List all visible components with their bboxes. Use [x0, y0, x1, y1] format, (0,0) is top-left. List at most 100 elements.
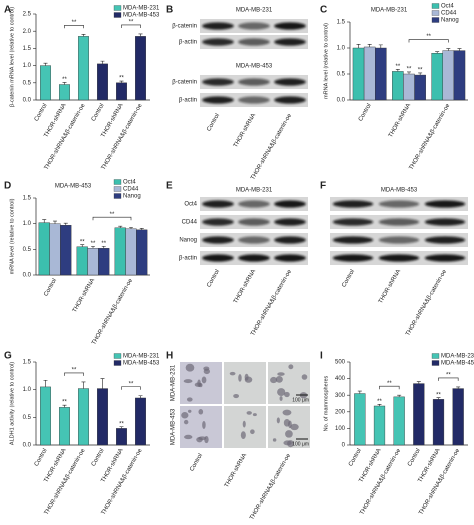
- panel-label: G: [4, 351, 12, 362]
- y-tick-label: 2.0: [23, 29, 32, 35]
- mammosphere: [238, 374, 242, 382]
- chart-title: MDA-MB-453: [55, 184, 92, 190]
- blot-title: MDA-MB-231: [236, 188, 273, 194]
- error-bar: [42, 219, 47, 223]
- lane-label: THOR-shRNA: [378, 269, 402, 305]
- legend-label: MDA-MB-231: [441, 354, 474, 360]
- blot-row-label: Oct4: [184, 202, 197, 208]
- x-tick-label: Control: [91, 448, 106, 468]
- mammosphere: [181, 412, 189, 419]
- legend-swatch: [113, 186, 122, 192]
- x-tick-label: THOR-shRNA&β-catenin-oe: [359, 447, 402, 516]
- lane-label: Control: [206, 269, 221, 289]
- bar: [442, 50, 455, 101]
- blot-band: [202, 254, 234, 262]
- y-tick-label: 0: [342, 443, 346, 449]
- bar: [363, 46, 376, 101]
- y-tick-label: 1.0: [337, 46, 346, 52]
- error-bar: [129, 226, 133, 229]
- legend-swatch: [113, 12, 122, 18]
- legend-swatch: [113, 193, 122, 199]
- y-tick-label: 400: [335, 376, 346, 382]
- mammosphere: [301, 374, 308, 380]
- error-bar: [377, 404, 382, 406]
- micrograph-column-label: THOR-shRNA: [224, 453, 248, 489]
- significance-label: **: [119, 76, 124, 82]
- significance-bracket: [121, 24, 141, 28]
- bar: [136, 229, 148, 276]
- error-bar: [62, 82, 67, 85]
- y-axis-label: No. of mammospheres: [323, 375, 329, 431]
- lane-label: Control: [341, 269, 356, 289]
- y-tick-label: 0.5: [23, 247, 32, 253]
- blot-band: [202, 96, 234, 104]
- y-tick-label: 0.0: [337, 98, 346, 104]
- lane-label: THOR-shRNA&β-catenin-oe: [250, 268, 293, 337]
- bar: [403, 73, 415, 101]
- blot-band: [202, 22, 234, 30]
- error-bar: [457, 48, 462, 51]
- error-bar: [407, 71, 411, 74]
- blot-band: [378, 254, 420, 262]
- legend-swatch: [113, 360, 122, 366]
- legend-label: CD44: [123, 187, 139, 193]
- bar: [59, 84, 70, 101]
- lane-label: THOR-shRNA: [233, 113, 257, 149]
- error-bar: [139, 227, 144, 230]
- blot-row-label: CD44: [182, 220, 198, 226]
- error-bar: [357, 390, 362, 394]
- mammosphere: [183, 379, 193, 384]
- legend-swatch: [431, 17, 440, 23]
- bar: [135, 36, 146, 101]
- mammosphere: [229, 371, 236, 376]
- panel-label: B: [166, 5, 173, 16]
- mammosphere: [284, 391, 290, 398]
- mammosphere: [233, 393, 240, 399]
- y-tick-label: 0.0: [23, 273, 32, 279]
- x-tick-label: THOR-shRNA&β-catenin-oe: [418, 447, 461, 516]
- mammosphere: [203, 368, 211, 375]
- blot-band: [238, 22, 270, 30]
- significance-bracket: [438, 377, 459, 381]
- blot-band: [238, 236, 270, 244]
- legend-swatch: [431, 360, 440, 366]
- bar: [453, 50, 466, 101]
- error-bar: [62, 404, 67, 408]
- micrograph-row-label: MDA-MB-231: [171, 364, 177, 401]
- mammosphere: [290, 423, 299, 431]
- significance-label: **: [426, 34, 431, 40]
- mammosphere: [250, 429, 255, 435]
- significance-bracket: [64, 24, 84, 29]
- error-bar: [81, 381, 86, 389]
- chart-title: MDA-MB-231: [371, 8, 408, 14]
- lane-label: THOR-shRNA: [233, 269, 257, 305]
- blot-band: [238, 78, 270, 86]
- significance-label: **: [377, 399, 382, 405]
- error-bar: [63, 222, 68, 226]
- error-bar: [100, 378, 105, 389]
- mammosphere: [202, 421, 206, 429]
- blot-title: MDA-MB-453: [236, 64, 273, 70]
- bar: [76, 246, 88, 276]
- mammosphere: [183, 419, 189, 425]
- mammosphere: [186, 397, 193, 402]
- bar: [392, 71, 404, 101]
- x-tick-label: Control: [34, 103, 49, 123]
- bar: [432, 399, 445, 446]
- mammosphere: [198, 436, 207, 441]
- bar: [373, 405, 386, 446]
- significance-bracket: [408, 39, 449, 43]
- error-bar: [378, 44, 383, 48]
- legend-swatch: [113, 353, 122, 359]
- y-axis-label: mRNA level (relative to control): [323, 23, 329, 99]
- error-bar: [367, 44, 372, 47]
- y-tick-label: 0.5: [337, 72, 346, 78]
- error-bar: [456, 386, 461, 389]
- blot-band: [238, 254, 270, 262]
- blot-band: [274, 78, 306, 86]
- significance-label: **: [91, 241, 96, 247]
- x-tick-label: THOR-shRNA&β-catenin-oe: [408, 102, 451, 171]
- blot-band: [332, 236, 374, 244]
- y-tick-label: 1.0: [23, 63, 32, 69]
- bar: [135, 397, 146, 446]
